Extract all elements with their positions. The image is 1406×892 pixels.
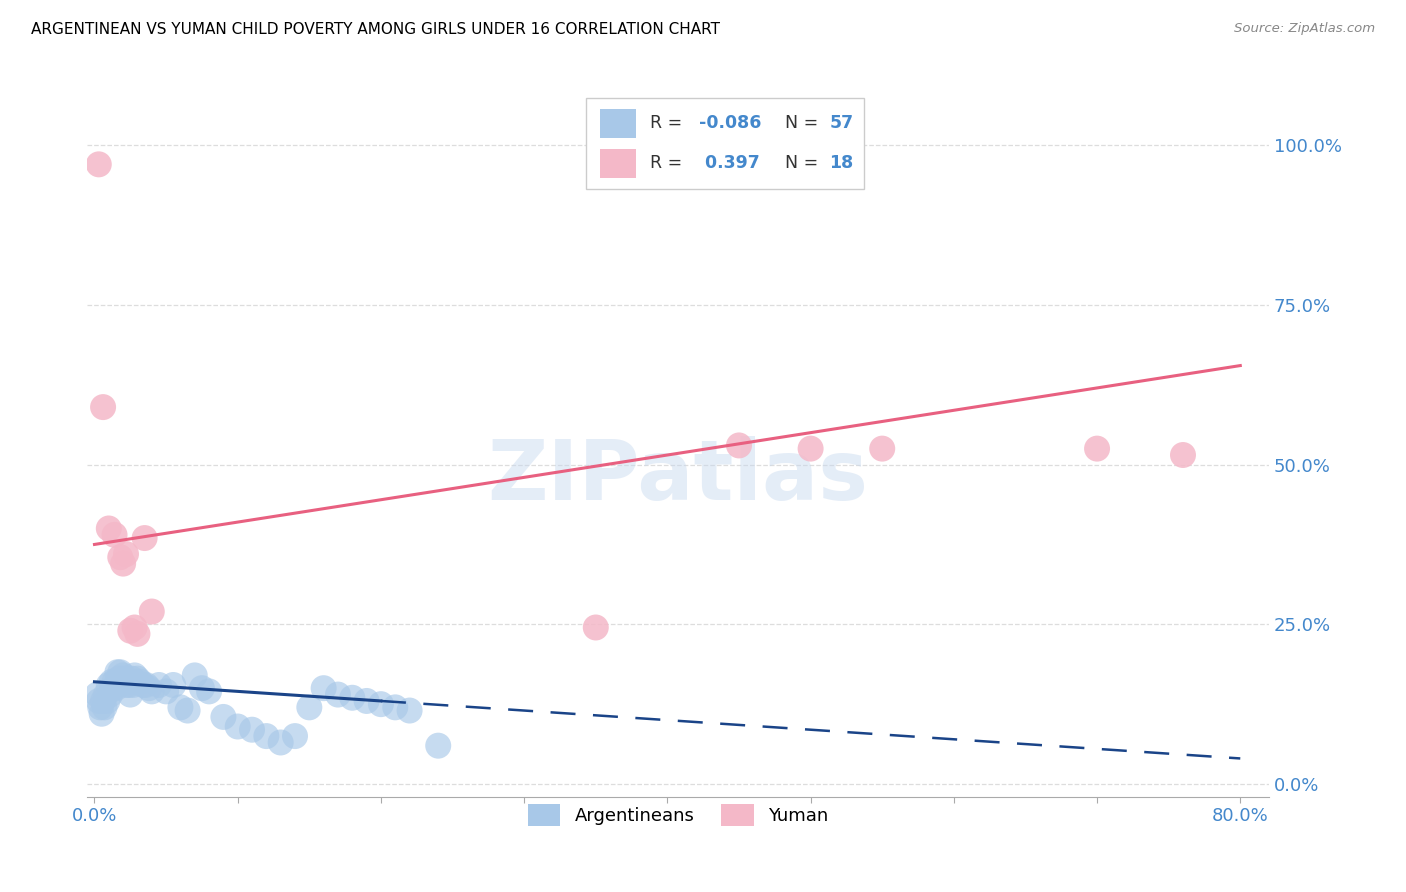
Point (117, 674, 139, 689)
Point (97, 678, 120, 692)
Point (356, 694, 378, 708)
Point (87, 157, 110, 171)
Text: ZIPatlas: ZIPatlas (488, 436, 869, 516)
Point (89, 700, 111, 714)
Point (96, 694, 118, 708)
Point (135, 678, 157, 692)
Point (427, 739, 450, 753)
Point (86, 688, 108, 702)
Point (94, 688, 117, 702)
Text: 18: 18 (830, 154, 853, 172)
Point (342, 690, 364, 705)
Point (115, 547, 138, 561)
Point (120, 688, 142, 702)
Point (125, 674, 148, 689)
Text: Source: ZipAtlas.com: Source: ZipAtlas.com (1234, 22, 1375, 36)
Point (398, 704, 420, 718)
Point (384, 700, 406, 714)
Point (155, 684, 177, 698)
Point (104, 681, 127, 696)
Point (100, 674, 122, 689)
Point (98, 688, 121, 702)
Text: R =: R = (650, 114, 688, 132)
Point (87, 694, 110, 708)
FancyBboxPatch shape (600, 109, 636, 137)
Point (191, 681, 214, 696)
Point (91, 694, 114, 708)
FancyBboxPatch shape (586, 97, 863, 189)
Text: N =: N = (773, 154, 824, 172)
Text: ARGENTINEAN VS YUMAN CHILD POVERTY AMONG GIRLS UNDER 16 CORRELATION CHART: ARGENTINEAN VS YUMAN CHILD POVERTY AMONG… (31, 22, 720, 37)
Point (124, 668, 146, 682)
Point (118, 678, 141, 692)
Text: -0.086: -0.086 (699, 114, 762, 132)
Point (326, 688, 349, 702)
Text: R =: R = (650, 154, 688, 172)
FancyBboxPatch shape (600, 149, 636, 178)
Point (111, 674, 134, 689)
Point (800, 442, 823, 456)
Point (148, 678, 170, 692)
Point (122, 678, 145, 692)
Point (110, 550, 132, 565)
Point (728, 438, 751, 452)
Point (284, 729, 307, 743)
Point (240, 723, 263, 737)
Point (93, 700, 115, 714)
Point (97, 521, 120, 535)
Point (108, 672, 131, 686)
Point (198, 684, 221, 698)
Point (162, 678, 184, 692)
Legend: Argentineans, Yuman: Argentineans, Yuman (519, 795, 838, 835)
Point (120, 624, 142, 638)
Point (254, 729, 277, 743)
Point (870, 442, 893, 456)
Point (270, 735, 292, 749)
Point (124, 620, 146, 634)
Point (312, 681, 335, 696)
Point (226, 719, 249, 733)
Point (176, 704, 198, 718)
Point (138, 681, 160, 696)
Point (141, 605, 163, 619)
Point (1171, 448, 1194, 462)
Point (184, 668, 207, 682)
Point (127, 627, 149, 641)
Point (127, 672, 149, 686)
Point (134, 531, 156, 545)
Point (129, 674, 152, 689)
Point (169, 700, 191, 714)
Point (110, 665, 132, 680)
Point (114, 672, 136, 686)
Text: 57: 57 (830, 114, 853, 132)
Point (91, 400, 114, 414)
Text: N =: N = (773, 114, 824, 132)
Point (132, 678, 155, 692)
Point (585, 620, 607, 634)
Point (121, 672, 143, 686)
Point (101, 681, 124, 696)
Point (112, 668, 135, 682)
Point (115, 678, 138, 692)
Point (90, 706, 112, 721)
Point (141, 684, 163, 698)
Point (103, 674, 125, 689)
Point (298, 700, 321, 714)
Point (370, 697, 392, 711)
Point (1085, 442, 1108, 456)
Point (112, 557, 135, 571)
Point (212, 710, 235, 724)
Point (105, 665, 128, 680)
Point (103, 528, 125, 542)
Text: 0.397: 0.397 (699, 154, 761, 172)
